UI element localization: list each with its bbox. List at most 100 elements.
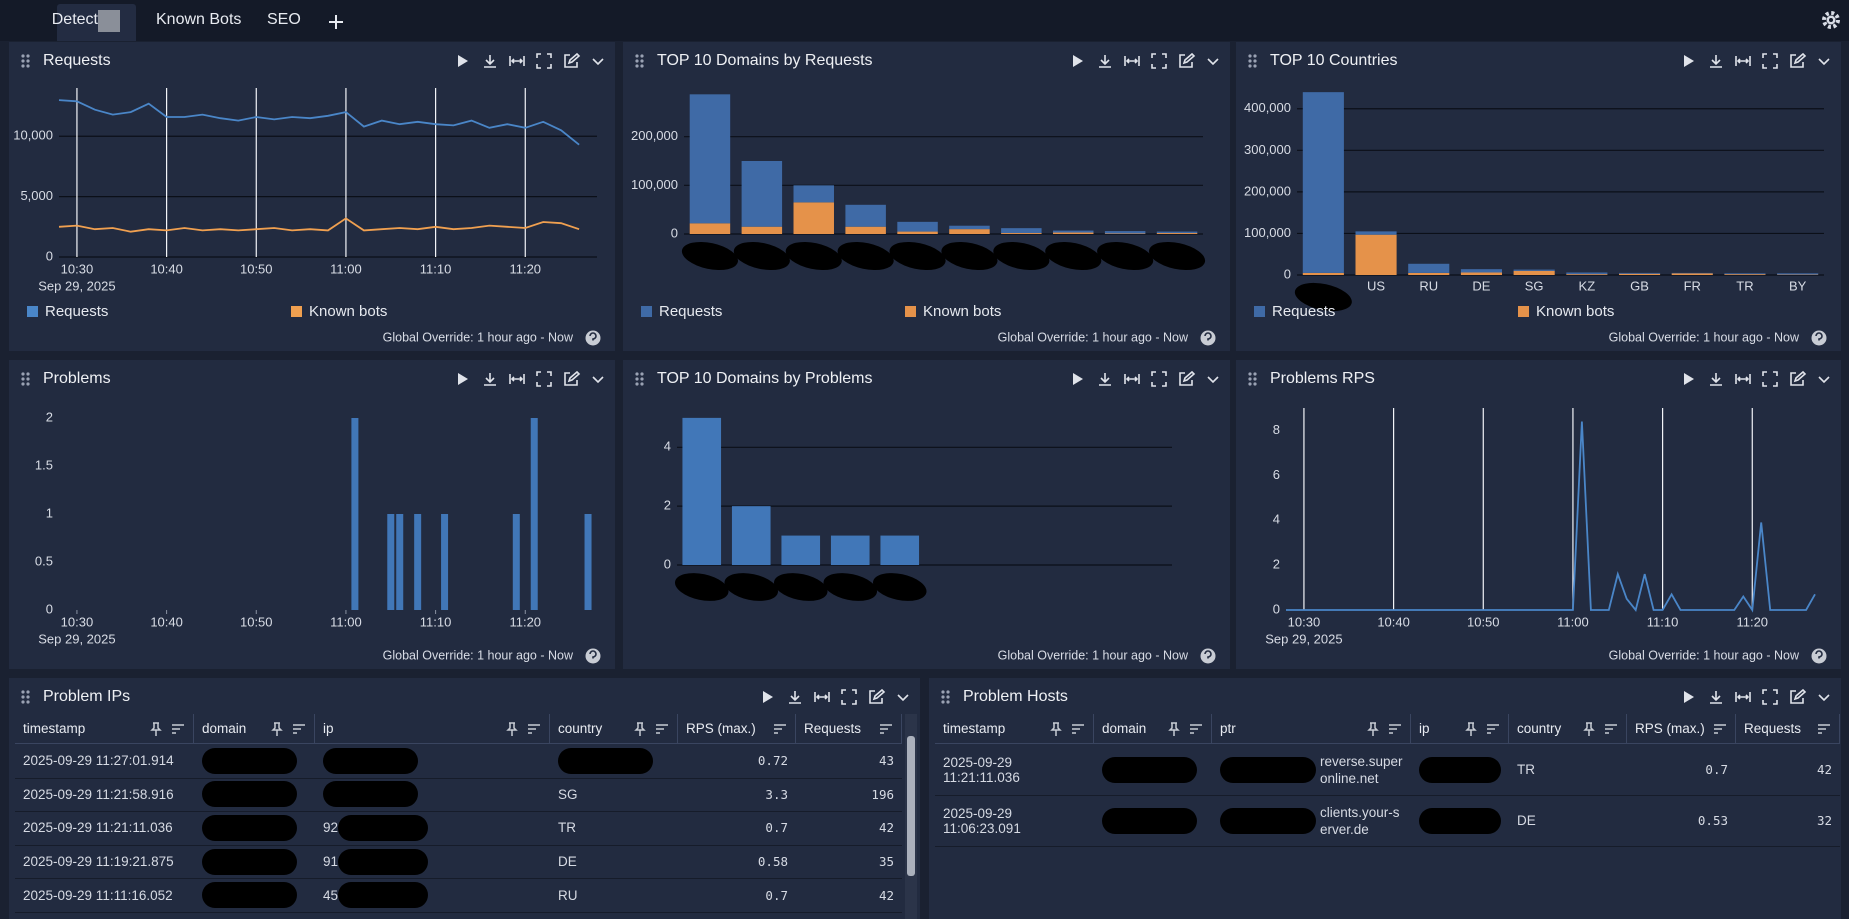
run[interactable] xyxy=(1684,373,1694,385)
settings[interactable] xyxy=(1820,9,1842,31)
add-tab[interactable] xyxy=(326,12,346,32)
pin-icon[interactable] xyxy=(633,721,647,736)
column-header[interactable]: domain xyxy=(194,714,315,744)
column-header[interactable]: country xyxy=(550,714,678,744)
column-header[interactable]: country xyxy=(1509,714,1627,744)
help[interactable] xyxy=(585,330,601,346)
fit-width[interactable] xyxy=(1124,374,1140,384)
sort-icon[interactable] xyxy=(1604,722,1618,736)
pin-icon[interactable] xyxy=(1366,721,1380,736)
more[interactable] xyxy=(1818,694,1830,702)
column-header[interactable]: ip xyxy=(1411,714,1509,744)
run[interactable] xyxy=(458,373,468,385)
help[interactable] xyxy=(1200,648,1216,664)
sort-icon[interactable] xyxy=(171,722,185,736)
legend-label[interactable]: Known bots xyxy=(309,303,387,320)
sort-icon[interactable] xyxy=(1189,722,1203,736)
run[interactable] xyxy=(763,691,773,703)
pin-icon[interactable] xyxy=(149,721,163,736)
fullscreen[interactable] xyxy=(1762,689,1778,705)
sort-icon[interactable] xyxy=(1388,722,1402,736)
sort-icon[interactable] xyxy=(1817,722,1831,736)
fit-width[interactable] xyxy=(814,692,830,702)
more[interactable] xyxy=(592,376,604,384)
sort-icon[interactable] xyxy=(292,722,306,736)
tab[interactable]: Known Bots xyxy=(156,11,242,28)
pin-icon[interactable] xyxy=(505,721,519,736)
help[interactable] xyxy=(1811,330,1827,346)
edit[interactable] xyxy=(1790,370,1807,386)
tab-menu[interactable] xyxy=(98,10,120,32)
fullscreen[interactable] xyxy=(841,689,857,705)
edit[interactable] xyxy=(564,370,581,386)
column-header[interactable]: timestamp xyxy=(935,714,1094,744)
download[interactable] xyxy=(484,55,496,68)
fullscreen[interactable] xyxy=(536,371,552,387)
download[interactable] xyxy=(789,691,801,704)
run[interactable] xyxy=(458,55,468,67)
help[interactable] xyxy=(1811,648,1827,664)
fullscreen[interactable] xyxy=(1151,371,1167,387)
column-header[interactable]: ptr xyxy=(1212,714,1411,744)
legend-label[interactable]: Known bots xyxy=(923,303,1001,320)
run[interactable] xyxy=(1073,373,1083,385)
download[interactable] xyxy=(484,373,496,386)
legend-label[interactable]: Known bots xyxy=(1536,303,1614,320)
run[interactable] xyxy=(1684,55,1694,67)
fit-width[interactable] xyxy=(1735,374,1751,384)
more[interactable] xyxy=(1207,58,1219,66)
more[interactable] xyxy=(1207,376,1219,384)
more[interactable] xyxy=(897,694,909,702)
column-header[interactable]: domain xyxy=(1094,714,1212,744)
sort-icon[interactable] xyxy=(879,722,893,736)
pin-icon[interactable] xyxy=(1167,721,1181,736)
edit[interactable] xyxy=(1179,370,1196,386)
fit-width[interactable] xyxy=(509,56,525,66)
edit[interactable] xyxy=(1790,688,1807,704)
sort-icon[interactable] xyxy=(773,722,787,736)
sort-icon[interactable] xyxy=(527,722,541,736)
run[interactable] xyxy=(1073,55,1083,67)
column-header[interactable]: ip xyxy=(315,714,550,744)
fit-width[interactable] xyxy=(1735,692,1751,702)
download[interactable] xyxy=(1710,373,1722,386)
legend-label[interactable]: Requests xyxy=(45,303,108,320)
pin-icon[interactable] xyxy=(270,721,284,736)
help[interactable] xyxy=(1200,330,1216,346)
download[interactable] xyxy=(1099,55,1111,68)
help[interactable] xyxy=(585,648,601,664)
column-header[interactable]: RPS (max.) xyxy=(678,714,796,744)
column-header[interactable]: Requests xyxy=(796,714,902,744)
edit[interactable] xyxy=(1790,52,1807,68)
sort-icon[interactable] xyxy=(655,722,669,736)
more[interactable] xyxy=(1818,376,1830,384)
edit[interactable] xyxy=(1179,52,1196,68)
active-tab[interactable] xyxy=(57,4,136,41)
column-header[interactable]: Requests xyxy=(1736,714,1840,744)
run[interactable] xyxy=(1684,691,1694,703)
legend-label[interactable]: Requests xyxy=(1272,303,1335,320)
legend-label[interactable]: Requests xyxy=(659,303,722,320)
column-header[interactable]: RPS (max.) xyxy=(1627,714,1736,744)
column-header[interactable]: timestamp xyxy=(15,714,194,744)
sort-icon[interactable] xyxy=(1713,722,1727,736)
fit-width[interactable] xyxy=(1735,56,1751,66)
sort-icon[interactable] xyxy=(1486,722,1500,736)
pin-icon[interactable] xyxy=(1464,721,1478,736)
download[interactable] xyxy=(1710,55,1722,68)
scrollbar-thumb[interactable] xyxy=(907,736,915,876)
fullscreen[interactable] xyxy=(1151,53,1167,69)
more[interactable] xyxy=(1818,58,1830,66)
tab[interactable]: SEO xyxy=(267,11,301,28)
edit[interactable] xyxy=(564,52,581,68)
fullscreen[interactable] xyxy=(536,53,552,69)
tab[interactable]: Detect xyxy=(51,11,98,28)
pin-icon[interactable] xyxy=(1582,721,1596,736)
pin-icon[interactable] xyxy=(1049,721,1063,736)
more[interactable] xyxy=(592,58,604,66)
download[interactable] xyxy=(1710,691,1722,704)
fullscreen[interactable] xyxy=(1762,371,1778,387)
download[interactable] xyxy=(1099,373,1111,386)
fit-width[interactable] xyxy=(509,374,525,384)
fullscreen[interactable] xyxy=(1762,53,1778,69)
